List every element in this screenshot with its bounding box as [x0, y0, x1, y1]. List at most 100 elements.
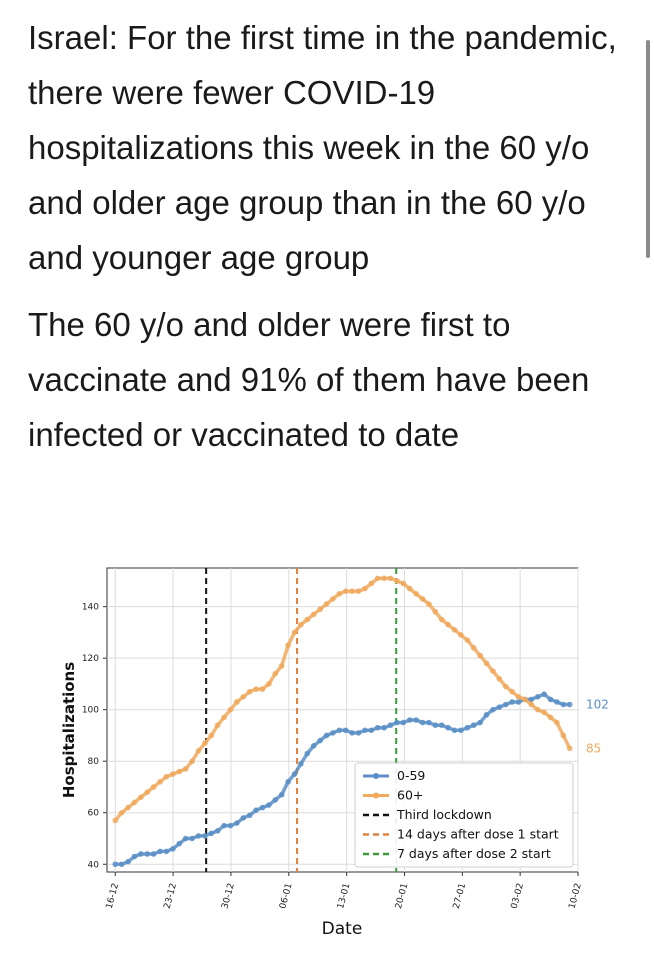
- legend-label: 7 days after dose 2 start: [397, 846, 551, 861]
- legend-label: 0-59: [397, 768, 425, 783]
- series-0-59-point: [246, 812, 253, 819]
- series-0-59-point: [138, 851, 144, 857]
- y-tick-label: 120: [82, 654, 99, 664]
- series-60--point: [515, 694, 522, 700]
- y-tick-label: 60: [88, 809, 100, 819]
- series-0-59-point: [509, 699, 515, 705]
- series-60--point: [445, 621, 451, 628]
- series-0-59-point: [355, 730, 362, 736]
- series-0-59-point: [214, 827, 221, 834]
- series-0-59-point: [208, 830, 215, 837]
- series-0-59-point: [272, 797, 279, 803]
- legend: 0-59 60+ Third lockdown 14 days after dose …: [354, 762, 574, 868]
- series-0-59-point: [298, 760, 304, 767]
- series-0-59-point: [291, 771, 298, 777]
- series-0-59-point: [221, 822, 227, 829]
- series-0-59-point: [131, 853, 138, 860]
- series-60--point: [202, 740, 208, 746]
- legend-label: Third lockdown: [396, 807, 492, 822]
- series-0-59-point: [112, 861, 119, 868]
- series-0-59-point: [336, 727, 343, 734]
- series-0-59-point: [541, 691, 547, 698]
- y-tick-label: 80: [88, 757, 100, 767]
- x-axis-label: Date: [322, 919, 363, 939]
- headline-paragraph-1: Israel: For the first time in the pandem…: [28, 19, 617, 276]
- y-tick-label: 140: [82, 603, 99, 613]
- series-60--point: [342, 588, 349, 594]
- series-0-59-point: [528, 696, 535, 703]
- series-0-59-point: [394, 719, 400, 726]
- series-60--point: [528, 701, 535, 708]
- series-60--point: [419, 596, 426, 602]
- series-0-59-point: [413, 717, 419, 723]
- series-60--point: [477, 652, 483, 659]
- series-60--point: [464, 637, 471, 643]
- series-0-59-point: [490, 706, 496, 713]
- series-0-59-point: [451, 727, 458, 734]
- series-60--point: [138, 794, 144, 801]
- series-60--point: [189, 758, 195, 765]
- series-0-59-point: [566, 701, 573, 708]
- series-60--point: [458, 632, 464, 638]
- series-60--point: [317, 606, 323, 613]
- series-60--point: [150, 784, 157, 790]
- series-0-59-point: [285, 779, 291, 785]
- series-60--point: [214, 722, 221, 728]
- series-0-59-point: [304, 750, 311, 757]
- legend-label: 14 days after dose 1 start: [397, 827, 559, 842]
- series-0-59-point: [157, 848, 163, 855]
- series-0-59-point: [182, 835, 189, 842]
- series-60--point: [426, 601, 432, 607]
- series-0-59-point: [502, 701, 509, 708]
- series-60--point: [400, 580, 407, 587]
- series-0-59-point: [240, 815, 247, 821]
- series-0-59-point: [515, 699, 522, 705]
- series-0-59-point: [170, 846, 176, 852]
- series-60--point: [394, 578, 400, 584]
- legend-label: 60+: [397, 788, 423, 803]
- series-60--point: [490, 668, 496, 674]
- series-60--point: [406, 585, 413, 592]
- series-60--point: [509, 688, 515, 695]
- series-0-59-point: [323, 732, 330, 739]
- series-60--point: [413, 590, 419, 597]
- series-60--point: [304, 616, 311, 623]
- series-60--point: [227, 706, 234, 713]
- series-0-59-point: [176, 840, 183, 847]
- series-60--point: [234, 699, 240, 705]
- legend-marker: [373, 792, 379, 799]
- x-tick-label: 13-01: [336, 882, 352, 910]
- x-tick-label: 03-02: [510, 882, 526, 910]
- series-60--point: [387, 575, 394, 582]
- series-60--point: [253, 686, 259, 692]
- headline-paragraph-2: The 60 y/o and older were first to vacci…: [28, 306, 590, 453]
- scrollbar[interactable]: [646, 40, 650, 258]
- series-60--point: [438, 616, 445, 623]
- series-0-59-point: [189, 835, 195, 842]
- series-0-59-point: [374, 724, 381, 731]
- series-60--point: [470, 645, 477, 651]
- series-60--point: [310, 611, 317, 618]
- series-0-59-point: [253, 807, 259, 813]
- end-label-60-: 85: [586, 741, 601, 755]
- series-60--point: [278, 663, 285, 669]
- series-60--point: [336, 590, 343, 597]
- series-60--point: [381, 575, 387, 582]
- series-60--point: [374, 575, 381, 582]
- series-0-59-point: [125, 858, 131, 865]
- series-0-59-point: [387, 722, 394, 728]
- series-0-59-point: [342, 727, 349, 734]
- series-60--point: [163, 773, 170, 780]
- series-60--point: [330, 596, 336, 602]
- series-0-59-point: [477, 719, 483, 726]
- y-tick-label: 40: [88, 860, 100, 870]
- series-0-59-point: [438, 722, 445, 728]
- series-0-59-point: [310, 742, 317, 749]
- series-60--point: [157, 779, 163, 785]
- series-0-59-point: [445, 724, 451, 731]
- y-axis-label: Hospitalizations: [60, 662, 78, 798]
- x-tick-label: 23-12: [163, 882, 179, 910]
- x-tick-label: 27-01: [452, 882, 468, 910]
- series-60--point: [195, 748, 202, 754]
- series-60--point: [291, 629, 298, 636]
